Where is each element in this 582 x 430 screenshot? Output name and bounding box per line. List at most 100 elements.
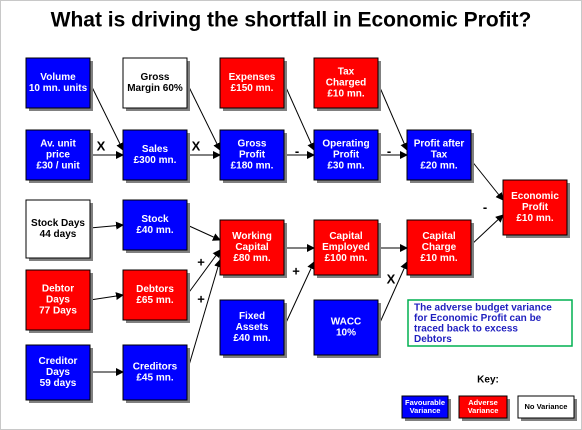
title: What is driving the shortfall in Economi… xyxy=(51,9,532,32)
node-label: £100 mn. xyxy=(325,253,368,264)
operator: + xyxy=(292,263,300,278)
node: Stock£40 mn. xyxy=(122,199,190,253)
node-box xyxy=(219,219,285,276)
node-label: £40 mn. xyxy=(136,225,173,236)
note-box xyxy=(407,299,573,347)
node-label: Creditors xyxy=(133,362,178,373)
operator: - xyxy=(387,143,391,158)
key-title: Key: xyxy=(477,375,499,386)
node-box xyxy=(406,219,472,276)
node-label: Working xyxy=(232,231,272,242)
node-box xyxy=(313,299,379,356)
node-label: Variance xyxy=(468,406,499,415)
node-box xyxy=(502,179,568,236)
node: Creditors£45 mn. xyxy=(122,344,190,403)
node-label: Debtors xyxy=(136,284,174,295)
node-box xyxy=(406,129,472,181)
node-label: Favourable xyxy=(405,398,445,407)
node: No Variance xyxy=(517,395,577,421)
arrow xyxy=(186,82,221,151)
node-label: £150 mn. xyxy=(231,83,274,94)
operator: - xyxy=(295,143,299,158)
node: Expenses£150 mn. xyxy=(219,57,287,111)
node-label: Tax xyxy=(431,150,448,161)
node: Debtors£65 mn. xyxy=(122,269,190,323)
node-box xyxy=(122,199,188,251)
operator: - xyxy=(483,199,487,214)
node-label: No Variance xyxy=(525,402,568,411)
node-label: Profit after xyxy=(414,139,465,150)
node-box xyxy=(25,344,91,401)
node-label: Capital xyxy=(235,242,269,253)
node-label: £10 mn. xyxy=(516,213,553,224)
node-label: Variance xyxy=(410,406,441,415)
node-label: £180 mn. xyxy=(231,161,274,172)
node-label: Fixed xyxy=(239,311,265,322)
node-box xyxy=(401,395,449,419)
node-label: Operating xyxy=(322,139,369,150)
arrow xyxy=(283,82,315,151)
node-box xyxy=(25,57,91,109)
node-label: £45 mn. xyxy=(136,373,173,384)
note-text: for Economic Profit can be xyxy=(414,313,542,324)
node-label: WACC xyxy=(331,317,362,328)
node-label: Charged xyxy=(326,78,367,89)
node-box xyxy=(122,269,188,321)
node: Sales£300 mn. xyxy=(122,129,190,183)
arrow xyxy=(186,224,221,241)
arrow xyxy=(470,214,504,246)
node-label: Employed xyxy=(322,242,370,253)
note-text: The adverse budget variance xyxy=(414,303,552,314)
node-label: Av. unit xyxy=(40,139,76,150)
node-box xyxy=(313,57,379,109)
node-label: Expenses xyxy=(229,72,276,83)
node-label: 10 mn. units xyxy=(29,83,88,94)
node-label: £65 mn. xyxy=(136,295,173,306)
arrow xyxy=(89,221,124,230)
node-label: Volume xyxy=(40,72,76,83)
node-label: £40 mn. xyxy=(233,333,270,344)
node-label: 77 Days xyxy=(39,306,77,317)
node-label: Charge xyxy=(422,242,457,253)
node-label: £20 mn. xyxy=(420,161,457,172)
arrow xyxy=(89,82,124,151)
node-label: Profit xyxy=(333,150,360,161)
operator: + xyxy=(197,291,205,306)
node-label: £300 mn. xyxy=(134,155,177,166)
node-box xyxy=(25,199,91,259)
operator: X xyxy=(387,271,396,286)
node-box xyxy=(122,344,188,401)
node-label: Profit xyxy=(239,150,266,161)
node-label: 10% xyxy=(336,328,356,339)
node-label: Adverse xyxy=(468,398,498,407)
node-label: Stock xyxy=(141,214,169,225)
node-label: £10 mn. xyxy=(420,253,457,264)
node-label: £80 mn. xyxy=(233,253,270,264)
node-label: Capital xyxy=(329,231,363,242)
operator: + xyxy=(197,254,205,269)
node-label: Capital xyxy=(422,231,456,242)
node-box xyxy=(458,395,508,419)
arrow xyxy=(186,249,221,296)
node-box xyxy=(219,129,285,181)
node-box xyxy=(313,219,379,276)
node-label: Debtor xyxy=(42,284,74,295)
node-box xyxy=(313,129,379,181)
node-label: 44 days xyxy=(40,229,77,240)
node-label: Economic xyxy=(511,191,559,202)
arrow xyxy=(89,292,124,301)
operator: X xyxy=(97,138,106,153)
